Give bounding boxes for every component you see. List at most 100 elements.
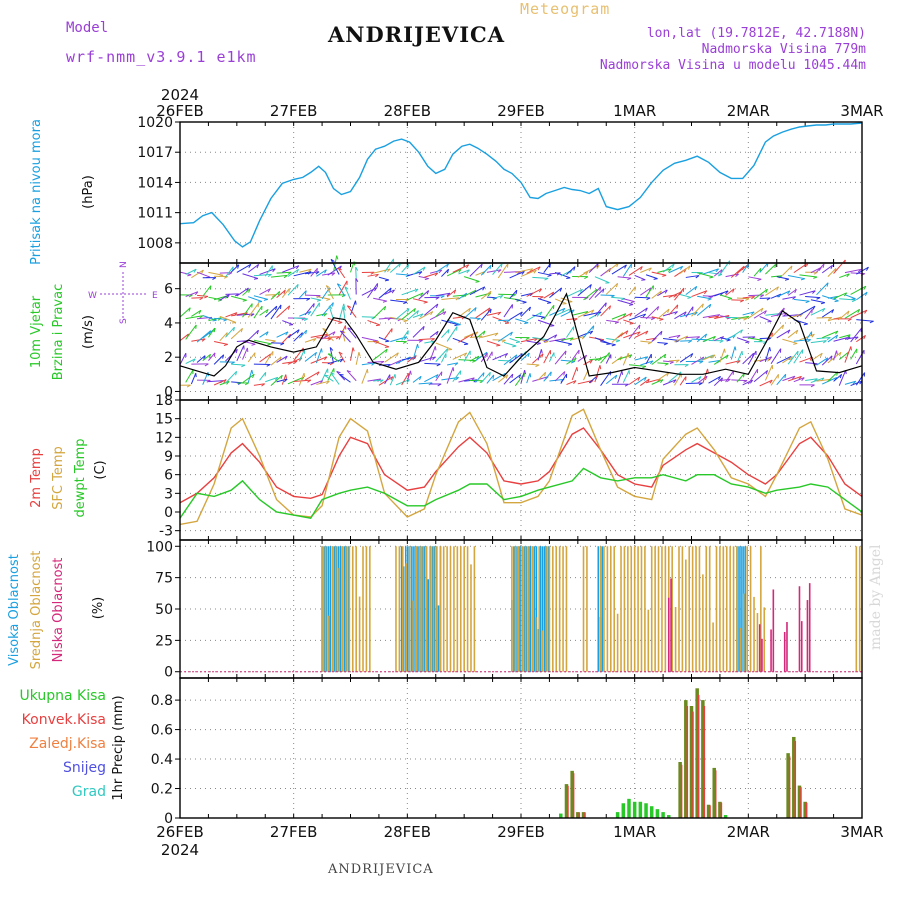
wind-barb-head [323, 313, 328, 317]
wind-barb-head [796, 351, 799, 356]
wind-barb [611, 264, 627, 275]
wind-barb [247, 302, 259, 318]
series-line-pressure [179, 122, 863, 248]
wind-barb [475, 307, 491, 319]
wind-barb-head [589, 359, 593, 364]
wind-barb [463, 350, 471, 362]
bottom-date-label: 2MAR [727, 823, 770, 841]
wind-barb-head [589, 284, 592, 289]
wind-barb-head [839, 374, 843, 379]
wind-barb [850, 309, 868, 319]
top-year-label: 2024 [161, 86, 199, 104]
wind-barb-head [230, 361, 235, 365]
wind-barb-head [524, 322, 529, 325]
wind-barb [833, 350, 838, 361]
wind-barb [324, 374, 334, 382]
wind-barb [685, 306, 694, 318]
wind-barb-head [285, 331, 289, 336]
wind-barb-head [584, 354, 588, 359]
wind-barb [662, 263, 675, 273]
wind-barb-head [204, 295, 209, 299]
wind-barb [412, 266, 426, 275]
wind-axis-subtitle: Brzina i Pravac [51, 284, 66, 381]
wind-barb-head [745, 298, 750, 301]
wind-barb-head [608, 352, 610, 357]
wind-barb [276, 271, 292, 274]
wind-barb [384, 289, 395, 295]
series-line-temperature [179, 427, 863, 504]
wind-barb [742, 352, 754, 365]
wind-barb-head [505, 374, 509, 379]
wind-barb-head [715, 268, 719, 273]
wind-barb-head [366, 369, 369, 374]
wind-barb [554, 350, 567, 365]
wind-barb [503, 373, 514, 385]
wind-barb [446, 367, 454, 384]
wind-barb [668, 265, 683, 274]
precip-legend-item: Zaledj.Kisa [29, 736, 106, 752]
wind-barb [770, 348, 782, 364]
wind-barb-head [521, 271, 525, 275]
wind-barb [554, 298, 567, 305]
wind-barb [327, 368, 335, 381]
wind-barb [179, 307, 191, 318]
wind-barb-head [201, 338, 206, 342]
wind-barb-head [704, 333, 708, 338]
wind-barb [702, 368, 709, 384]
wind-barb-head [616, 263, 619, 268]
wind-barb [617, 370, 623, 384]
wind-barb [322, 328, 334, 342]
wind-barb [230, 264, 240, 273]
wind-barb-head [446, 348, 449, 353]
wind-barb-head [355, 277, 359, 282]
wind-barb-head [475, 281, 480, 283]
wind-barb-head [316, 371, 320, 376]
wind-barb-head [690, 353, 694, 358]
wind-barb-head [384, 346, 389, 348]
wind-barb [264, 265, 273, 277]
wind-barb [844, 294, 856, 300]
wind-barb [549, 378, 565, 382]
wind-barb [611, 356, 623, 365]
precip-bar [695, 688, 699, 818]
wind-barb [287, 268, 299, 277]
wind-barb [549, 338, 566, 343]
wind-barb-head [615, 340, 621, 343]
wind-barb [776, 373, 787, 386]
wind-barb [208, 271, 224, 276]
wind-barb [276, 355, 288, 363]
wind-barb-head [475, 331, 479, 336]
wind-barb [338, 280, 348, 295]
wind-barb [446, 319, 461, 326]
wind-barb-head [544, 372, 547, 377]
wind-barb [600, 352, 610, 364]
wind-barb [344, 286, 351, 300]
wind-barb-head [455, 377, 459, 381]
wind-barb [293, 332, 303, 342]
wind-barb-head [371, 362, 376, 366]
cloud-unit: (%) [91, 597, 106, 620]
wind-barb-head [726, 378, 731, 383]
wind-barb [600, 341, 616, 346]
wind-barb [560, 373, 568, 384]
wind-barb-head [403, 320, 408, 323]
wind-barb [611, 332, 624, 343]
wind-barb-head [718, 273, 723, 277]
wind-barb-head [538, 288, 542, 293]
bottom-date-label: 29FEB [497, 823, 544, 841]
wind-barb-head [480, 263, 483, 269]
wind-barb-head [830, 265, 834, 270]
y-tick-label: 75 [155, 571, 173, 587]
wind-barb-head [434, 346, 437, 351]
wind-barb-head [423, 301, 428, 304]
wind-barb-head [592, 325, 595, 330]
wind-barb [424, 374, 439, 383]
wind-barb [600, 305, 611, 317]
wind-barb [821, 264, 833, 274]
wind-barb-head [820, 352, 823, 357]
wind-barb-head [374, 287, 378, 292]
wind-barb [691, 376, 702, 383]
wind-barb-head [695, 275, 700, 279]
wind-unit: (m/s) [81, 315, 96, 349]
wind-barb [196, 355, 206, 363]
